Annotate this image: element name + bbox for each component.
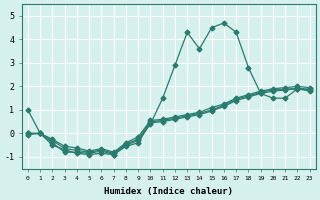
X-axis label: Humidex (Indice chaleur): Humidex (Indice chaleur) (104, 187, 233, 196)
